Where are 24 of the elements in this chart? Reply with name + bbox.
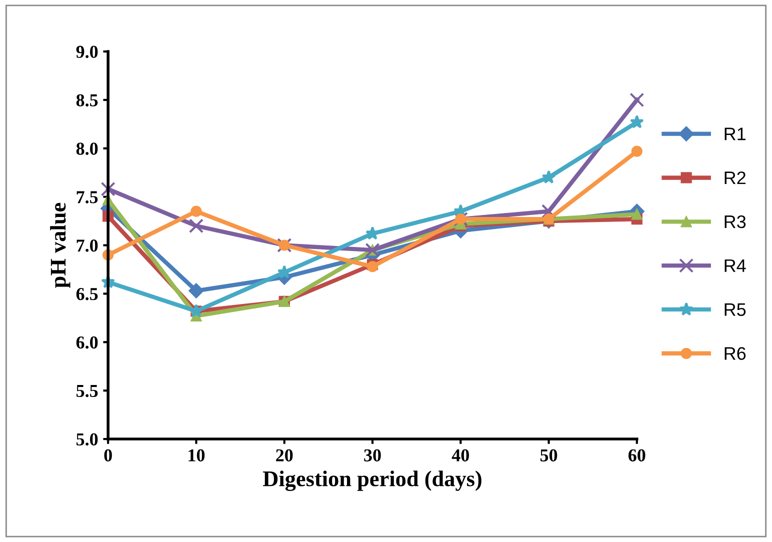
y-tick-label: 5.0 xyxy=(76,433,98,446)
legend-label: R2 xyxy=(724,171,746,184)
y-tick-label: 5.5 xyxy=(76,385,98,398)
legend-label: R1 xyxy=(724,128,746,140)
x-tick-label: 30 xyxy=(364,449,381,462)
y-tick-label: 6.5 xyxy=(76,288,98,300)
x-tick-label: 50 xyxy=(540,449,558,462)
y-tick-label: 7.0 xyxy=(76,240,98,252)
y-tick-label: 8.0 xyxy=(76,142,98,155)
x-tick-label: 20 xyxy=(276,449,293,462)
y-tick-label: 7.5 xyxy=(76,191,98,204)
legend-label: R4 xyxy=(724,259,746,272)
x-tick-label: 40 xyxy=(452,449,469,462)
y-tick-label: 6.0 xyxy=(76,336,98,349)
y-tick-label: 9.0 xyxy=(76,46,98,58)
legend-label: R3 xyxy=(724,215,746,228)
y-tick-label: 8.5 xyxy=(76,94,98,106)
x-tick-label: 60 xyxy=(628,449,646,462)
x-tick-label: 0 xyxy=(104,449,112,462)
x-axis-title: Digestion period (days) xyxy=(263,470,482,491)
legend-label: R6 xyxy=(724,347,746,360)
y-axis-title: pH value xyxy=(50,202,70,288)
legend-label: R5 xyxy=(724,303,746,316)
x-tick-label: 10 xyxy=(188,449,205,462)
